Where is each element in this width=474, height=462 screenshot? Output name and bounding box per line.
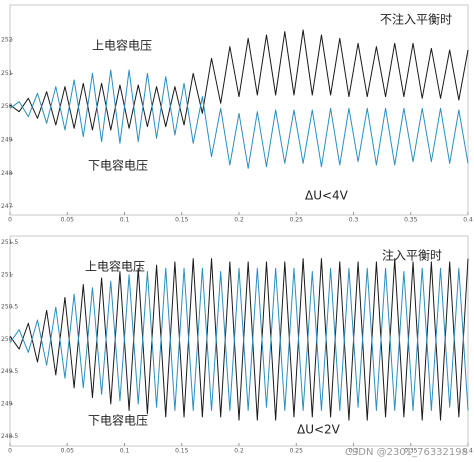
x-tick-label: 0.2 [234, 448, 244, 455]
x-tick-label: 0 [8, 217, 12, 224]
plot-frame [9, 4, 469, 216]
x-tick-label: 0.25 [290, 217, 304, 224]
x-tick-label: 0 [8, 448, 12, 455]
x-tick-label: 0.4 [463, 217, 473, 224]
y-tick-label: 251.5 [1, 239, 18, 246]
x-tick-label: 0.3 [349, 448, 359, 455]
x-tick-label: 0.2 [234, 217, 244, 224]
annotation: 上电容电压 [85, 259, 145, 274]
annotation: 不注入平衡时 [380, 12, 452, 27]
y-tick-label: 251 [1, 271, 13, 278]
x-tick-label: 0.35 [404, 217, 418, 224]
x-tick-label: 0.1 [120, 448, 130, 455]
x-tick-label: 0.05 [61, 448, 75, 455]
x-tick-label: 0.35 [404, 448, 418, 455]
series-line [9, 69, 469, 169]
y-tick-label: 250 [1, 336, 13, 343]
x-tick-label: 0.15 [175, 448, 189, 455]
annotation: ΔU<4V [305, 189, 349, 203]
x-tick-label: 0.3 [349, 217, 359, 224]
series-line [9, 258, 469, 421]
x-tick-label: 0.1 [120, 217, 130, 224]
y-tick-label: 247 [1, 203, 13, 210]
y-tick-label: 248.5 [1, 433, 18, 440]
y-tick-label: 249.5 [1, 368, 18, 375]
annotation: ΔU<2V [297, 423, 341, 437]
y-tick-label: 252 [1, 37, 13, 44]
x-tick-label: 0.25 [290, 448, 304, 455]
annotation: 下电容电压 [88, 413, 148, 428]
annotation: 下电容电压 [88, 158, 148, 173]
y-tick-label: 248 [1, 170, 13, 177]
x-tick-label: 0.05 [61, 217, 75, 224]
annotation: 注入平衡时 [382, 248, 442, 263]
y-tick-label: 251 [1, 70, 13, 77]
y-tick-label: 250.5 [1, 304, 18, 311]
series-line [9, 29, 469, 131]
y-tick-label: 249 [1, 401, 13, 408]
annotation: 上电容电压 [92, 38, 152, 53]
x-tick-label: 0.4 [463, 448, 473, 455]
watermark: CSDN @2301_76332198 [345, 447, 468, 458]
y-tick-label: 250 [1, 103, 13, 110]
y-tick-label: 249 [1, 137, 13, 144]
x-tick-label: 0.15 [175, 217, 189, 224]
series-line [9, 267, 469, 411]
